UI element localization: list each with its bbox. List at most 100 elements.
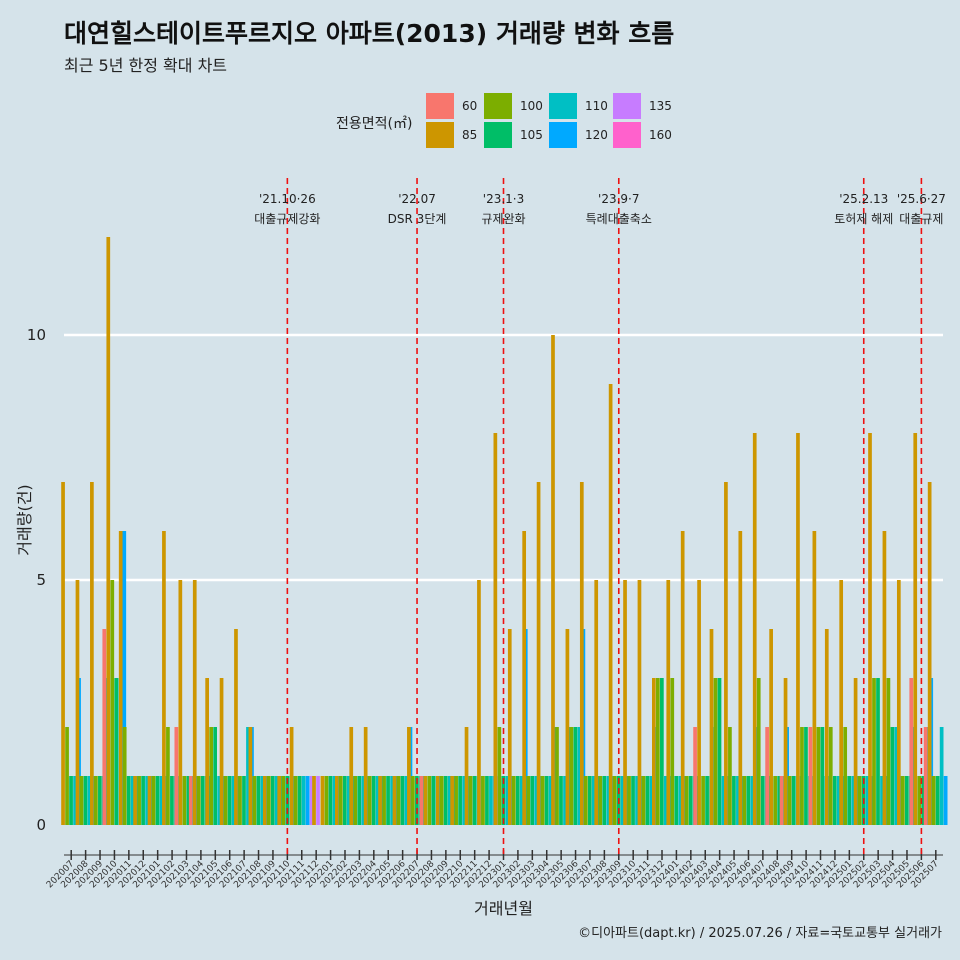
bar-110-202503 [880, 776, 884, 825]
bar-100-202105 [209, 727, 214, 825]
bar-85-202009 [90, 482, 94, 825]
bar-85-202411 [812, 531, 817, 825]
y-tick-label: 5 [36, 571, 46, 589]
bar-105-202106 [227, 776, 232, 825]
bar-100-202202 [338, 776, 343, 825]
bar-60-202507 [923, 727, 928, 825]
bar-85-202109 [262, 776, 267, 825]
bar-85-202103 [178, 580, 183, 825]
chart-title: 대연힐스테이트푸르지오 아파트(2013) 거래량 변화 흐름 [64, 19, 675, 48]
bar-100-202108 [252, 776, 257, 825]
bar-110-202404 [721, 776, 726, 825]
bar-105-202205 [386, 776, 390, 825]
bar-105-202011 [126, 776, 131, 825]
bar-105-202101 [155, 776, 160, 825]
bar-85-202208 [423, 776, 428, 825]
event-desc-label: 대출규제강화 [254, 212, 320, 226]
bar-105-202212 [485, 776, 489, 825]
bar-105-202310 [631, 776, 635, 825]
bar-100-202310 [627, 776, 631, 825]
bar-110-202210 [462, 776, 466, 825]
bar-100-202009 [94, 776, 98, 825]
bar-105-202404 [717, 678, 722, 825]
legend-label: 120 [585, 128, 608, 142]
bar-105-202107 [242, 776, 246, 825]
bar-60-202103 [174, 727, 179, 825]
bar-85-202012 [133, 776, 137, 825]
bar-100-202302 [511, 776, 516, 825]
bar-110-202312 [664, 776, 668, 825]
bar-85-202202 [334, 776, 339, 825]
bar-105-202007 [69, 776, 73, 825]
event-date-label: '21.10·26 [259, 192, 316, 206]
bar-100-202103 [182, 776, 187, 825]
bar-100-202507 [931, 776, 936, 825]
bar-85-202010 [106, 237, 111, 825]
bar-100-202203 [353, 776, 358, 825]
bar-60-202403 [693, 727, 697, 825]
bar-110-202501 [851, 776, 856, 825]
bar-60-202506 [909, 678, 914, 825]
bar-135-202112 [316, 776, 320, 825]
bar-105-202501 [847, 776, 852, 825]
event-date-label: '23.9·7 [598, 192, 639, 206]
bar-105-202311 [645, 776, 650, 825]
bar-85-202209 [435, 776, 440, 825]
legend-swatch [426, 93, 454, 119]
bar-105-202403 [705, 776, 709, 825]
legend-label: 100 [520, 99, 543, 113]
bar-110-202412 [836, 776, 841, 825]
bar-105-202211 [472, 776, 477, 825]
bar-100-202109 [266, 776, 271, 825]
bar-105-202302 [515, 776, 520, 825]
event-desc-label: 토허제 해제 [834, 212, 893, 226]
bar-85-202505 [896, 580, 901, 825]
bar-110-202206 [404, 776, 409, 825]
bar-105-202108 [256, 776, 261, 825]
bar-105-202009 [98, 776, 102, 825]
bar-110-202108 [260, 776, 265, 825]
bar-100-202404 [713, 678, 718, 825]
bar-100-202312 [656, 678, 660, 825]
bar-105-202408 [777, 776, 781, 825]
bar-100-202011 [122, 727, 127, 825]
bar-85-202310 [623, 580, 627, 825]
bar-100-202311 [641, 776, 646, 825]
chart-subtitle: 최근 5년 한정 확대 차트 [64, 56, 228, 75]
bar-60-202409 [779, 776, 784, 825]
bar-85-202105 [205, 678, 210, 825]
bar-110-202205 [390, 776, 394, 825]
bar-105-202109 [270, 776, 275, 825]
bar-105-202505 [904, 776, 909, 825]
event-date-label: '22.07 [398, 192, 436, 206]
bar-105-202402 [688, 776, 693, 825]
event-desc-label: 대출규제 [899, 212, 943, 226]
bar-85-202401 [666, 580, 671, 825]
bar-110-202201 [332, 776, 337, 825]
legend-title: 전용면적(㎡) [336, 116, 413, 132]
bar-105-202008 [83, 776, 88, 825]
bar-110-202106 [231, 776, 236, 825]
bar-110-202105 [217, 776, 222, 825]
bar-100-202205 [382, 776, 386, 825]
bar-110-202209 [447, 776, 452, 825]
legend-swatch [613, 122, 641, 148]
bar-85-202211 [464, 727, 469, 825]
bar-85-202011 [118, 531, 123, 825]
bar-110-202309 [620, 776, 625, 825]
bar-110-202011 [130, 776, 135, 825]
bar-100-202209 [439, 776, 444, 825]
bar-110-202107 [246, 727, 250, 825]
bar-100-202506 [917, 776, 922, 825]
bar-100-202301 [497, 727, 502, 825]
bar-100-202306 [569, 727, 574, 825]
bar-105-202209 [443, 776, 448, 825]
legend-swatch [484, 93, 512, 119]
bar-100-202405 [728, 727, 732, 825]
bar-105-202411 [820, 727, 825, 825]
legend: 전용면적(㎡) 60 85 100 105 110 120 135 160 [336, 93, 672, 151]
bar-60-202411 [808, 727, 813, 825]
bar-110-202304 [548, 776, 553, 825]
legend-swatch [426, 122, 454, 148]
bar-85-202108 [248, 727, 253, 825]
